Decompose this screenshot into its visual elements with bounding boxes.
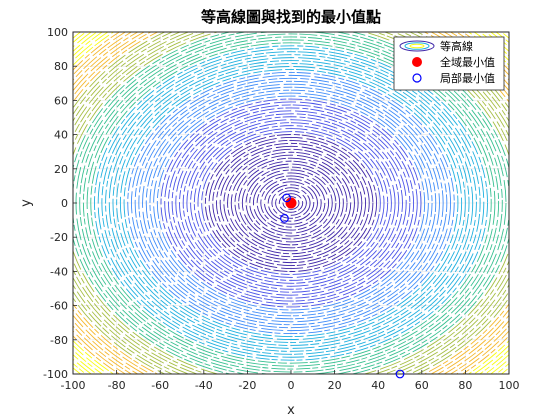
contour-line xyxy=(260,178,322,228)
contour-line xyxy=(153,92,429,314)
contour-line xyxy=(201,131,381,275)
contour-line xyxy=(230,154,352,252)
y-tick-label: -40 xyxy=(50,265,68,278)
contour-line xyxy=(227,151,355,255)
global-minimum-point xyxy=(285,197,297,209)
x-tick-label: -60 xyxy=(151,379,169,392)
legend-local-marker xyxy=(412,73,422,83)
contour-line xyxy=(238,160,344,246)
contour-line xyxy=(123,69,459,337)
legend-global-marker xyxy=(412,57,422,67)
contour-line xyxy=(90,42,492,364)
y-tick-label: 20 xyxy=(54,163,68,176)
chart-title: 等高線圖與找到的最小值點 xyxy=(201,8,381,26)
contour-line xyxy=(234,157,348,249)
legend: 等高線 全域最小值 局部最小值 xyxy=(393,36,505,91)
contour-line xyxy=(105,54,477,352)
x-tick-label: 40 xyxy=(371,379,385,392)
contour-line xyxy=(182,116,400,290)
x-tick-label: 80 xyxy=(458,379,472,392)
contour-line xyxy=(131,74,451,332)
contour-line xyxy=(186,119,396,287)
contour-line xyxy=(271,187,311,219)
contour-line xyxy=(197,128,385,278)
contour-line xyxy=(97,48,485,358)
legend-label-global: 全域最小值 xyxy=(440,55,495,69)
contour-line xyxy=(278,193,304,213)
contour-line xyxy=(223,148,359,258)
y-tick-label: 100 xyxy=(47,26,68,39)
y-tick-label: 80 xyxy=(54,60,68,73)
contour-line xyxy=(175,110,407,296)
contour-line xyxy=(245,166,337,240)
x-tick-label: 60 xyxy=(415,379,429,392)
contour-line xyxy=(249,169,333,237)
x-tick-label: -80 xyxy=(108,379,126,392)
contour-line xyxy=(145,86,437,320)
contour-line xyxy=(282,196,300,210)
contour-line xyxy=(275,190,307,216)
y-tick-label: -100 xyxy=(43,368,68,381)
contour-line xyxy=(160,98,422,308)
contour-line xyxy=(112,60,470,346)
y-tick-label: -20 xyxy=(50,231,68,244)
x-tick-label: 20 xyxy=(328,379,342,392)
contour-line xyxy=(86,39,496,367)
y-axis: -100 -80 -60 -40 -20 0 20 40 60 80 100 xyxy=(43,26,77,381)
contour-line xyxy=(156,95,426,311)
x-tick-label: -100 xyxy=(61,379,86,392)
contour-line xyxy=(252,172,330,234)
x-tick-label: -40 xyxy=(195,379,213,392)
contour-line xyxy=(108,57,474,349)
contour-line xyxy=(167,104,415,302)
local-minimum-point xyxy=(280,213,289,223)
x-axis: -100 -80 -60 -40 -20 0 20 40 60 80 100 xyxy=(61,370,520,392)
contour-line xyxy=(116,63,466,343)
legend-label-local: 局部最小值 xyxy=(440,71,495,85)
y-tick-label: 40 xyxy=(54,129,68,142)
contour-line xyxy=(142,83,440,323)
contour-line xyxy=(216,142,366,264)
contour-line xyxy=(190,122,392,284)
contour-line xyxy=(256,175,326,231)
legend-label-contour: 等高線 xyxy=(440,39,473,53)
contour-line xyxy=(212,139,370,267)
contour-line xyxy=(219,145,363,261)
local-minimum-point xyxy=(282,193,292,203)
contour-line xyxy=(82,36,500,370)
x-axis-label: x xyxy=(287,403,295,418)
y-tick-label: 60 xyxy=(54,94,68,107)
contour-line xyxy=(119,66,463,340)
contour-line xyxy=(138,80,444,326)
y-tick-label: -80 xyxy=(50,334,68,347)
contour-line xyxy=(241,163,341,243)
y-axis-label: y xyxy=(19,199,34,207)
contour-line xyxy=(164,101,418,305)
contour-line xyxy=(149,89,433,317)
y-tick-label: 0 xyxy=(61,197,68,210)
x-tick-label: 100 xyxy=(499,379,520,392)
contour-line xyxy=(264,181,318,225)
y-tick-label: -60 xyxy=(50,300,68,313)
contour-line xyxy=(127,71,455,335)
contour-line xyxy=(204,134,378,272)
contour-line xyxy=(193,125,389,281)
contour-line xyxy=(171,107,411,299)
contour-line xyxy=(134,77,448,329)
contour-line xyxy=(94,45,488,361)
contour-line xyxy=(267,184,315,222)
contour-line xyxy=(101,51,481,355)
local-minimum-point xyxy=(395,369,405,379)
legend-contour-swatch xyxy=(399,40,435,52)
x-tick-label: 0 xyxy=(288,379,295,392)
legend-box xyxy=(393,36,505,91)
minimum-markers xyxy=(280,193,405,379)
contour-line xyxy=(179,113,403,293)
x-tick-label: -20 xyxy=(238,379,256,392)
contour-line xyxy=(208,137,374,269)
